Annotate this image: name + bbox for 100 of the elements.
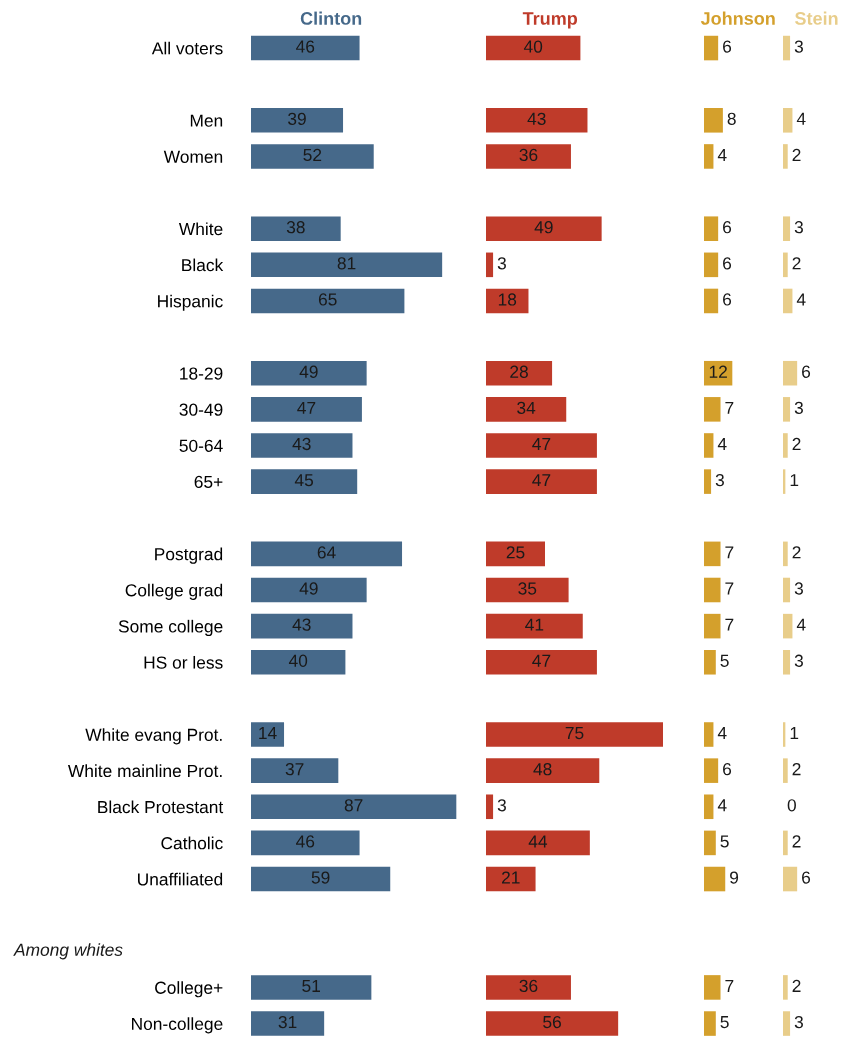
data-label: 81: [337, 257, 356, 270]
data-label: 7: [725, 582, 734, 595]
bar: [251, 35, 360, 61]
bar: [704, 758, 719, 783]
y-tick-label: White: [178, 222, 223, 236]
bar: [251, 216, 341, 241]
bar: [486, 866, 536, 892]
bar: [486, 649, 597, 675]
bar: [486, 794, 494, 820]
bar: [251, 577, 367, 603]
bar: [704, 975, 721, 1000]
data-label: 35: [518, 582, 537, 595]
bar: [251, 252, 443, 278]
data-label: 5: [720, 1016, 729, 1029]
bar: [783, 288, 793, 314]
data-label: 6: [723, 257, 732, 270]
y-tick-label: Non-college: [132, 1017, 223, 1034]
bar: [251, 433, 353, 458]
bar: [486, 613, 583, 639]
data-label: 3: [794, 582, 803, 595]
bar: [486, 252, 494, 278]
bar: [251, 758, 339, 783]
bar: [704, 144, 714, 169]
bar: [783, 252, 788, 278]
bar: [704, 469, 712, 494]
y-tick-label: 30-49: [179, 403, 223, 416]
data-label: 48: [533, 763, 552, 776]
bar: [486, 397, 567, 422]
data-label: 1: [790, 727, 799, 739]
bar: [704, 830, 716, 856]
data-label: 59: [311, 871, 330, 884]
y-tick-label: HS or less: [144, 655, 223, 669]
data-label: 44: [528, 835, 548, 848]
data-label: 4: [796, 293, 806, 306]
bar: [783, 144, 788, 169]
y-tick-label: Women: [163, 150, 223, 163]
y-tick-label: All voters: [151, 41, 223, 55]
data-label: 3: [794, 221, 803, 234]
data-label: 65: [318, 293, 337, 306]
bar: [783, 975, 788, 1000]
bar: [486, 469, 597, 494]
y-tick-label: Black Protestant: [98, 800, 224, 814]
data-label: 4: [717, 727, 727, 739]
bar: [783, 360, 798, 386]
data-label: 56: [543, 1015, 561, 1029]
data-label: 6: [723, 221, 732, 234]
bar: [486, 35, 581, 61]
bar: [704, 722, 714, 747]
data-label: 6: [723, 40, 732, 53]
data-label: 3: [794, 401, 803, 415]
bar: [704, 288, 719, 314]
y-tick-label: Unaffiliated: [138, 872, 223, 886]
data-label: 2: [792, 148, 801, 161]
data-label: 3: [794, 40, 803, 53]
bar: [783, 1011, 791, 1036]
y-tick-label: Hispanic: [158, 294, 223, 311]
chart-title: Stein: [795, 11, 838, 25]
data-label: 2: [792, 437, 801, 450]
data-label: 18: [498, 293, 517, 306]
data-label: 3: [497, 799, 506, 812]
y-tick-label: White mainline Prot.: [67, 764, 222, 778]
data-label: 36: [519, 148, 538, 162]
bar: [486, 216, 602, 241]
data-label: 75: [565, 727, 584, 740]
bar: [704, 577, 721, 603]
bar: [704, 433, 714, 458]
bar: [783, 758, 788, 783]
data-label: 4: [717, 148, 727, 161]
bar: [783, 649, 791, 675]
data-label: 4: [796, 112, 806, 125]
y-tick-label: Men: [190, 114, 223, 127]
data-label: 47: [532, 654, 551, 667]
data-label: 40: [288, 654, 308, 667]
data-label: 8: [727, 112, 736, 125]
bar: [251, 649, 346, 675]
bar: [783, 35, 791, 61]
data-label: 64: [317, 546, 336, 559]
data-label: 6: [802, 871, 811, 884]
data-label: 6: [723, 763, 732, 776]
data-label: 4: [717, 799, 727, 812]
data-label: 1: [790, 474, 799, 487]
bar: [251, 830, 360, 856]
data-label: 5: [720, 835, 729, 848]
data-label: 51: [302, 979, 320, 993]
bar: [783, 613, 793, 639]
bar: [251, 144, 374, 169]
data-label: 45: [294, 474, 314, 487]
data-label: 49: [299, 582, 318, 595]
bar: [251, 397, 362, 422]
bar: [783, 397, 791, 422]
y-tick-label: Postgrad: [155, 547, 223, 564]
data-label: 7: [725, 401, 734, 414]
data-label: 31: [278, 1015, 297, 1029]
y-tick-label: 18-29: [180, 367, 223, 380]
data-label: 3: [715, 473, 724, 487]
y-tick-label: 65+: [194, 475, 223, 489]
bar: [704, 35, 719, 61]
data-label: 43: [292, 437, 311, 451]
data-label: 47: [532, 474, 551, 487]
data-label: 2: [792, 257, 801, 270]
